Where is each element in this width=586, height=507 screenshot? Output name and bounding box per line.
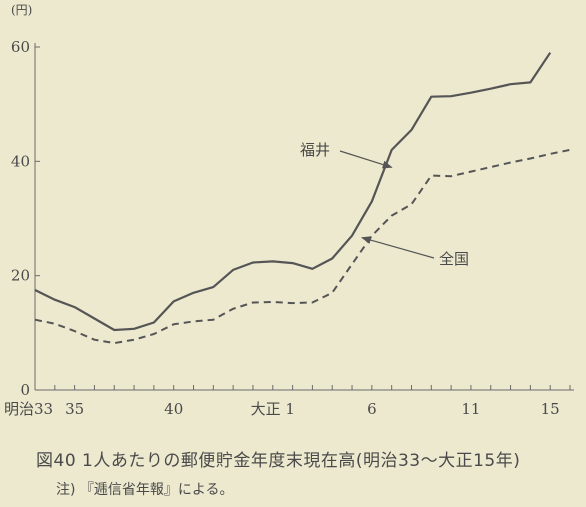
x-tick-label: 15 [541,400,560,418]
series-line-dashed [34,148,571,345]
series-label-zenkoku: 全国 [439,250,469,268]
y-tick-label: 60 [11,38,30,56]
y-unit-label: (円) [11,3,32,17]
figure-caption: 図40 1人あたりの郵便貯金年度末現在高(明治33〜大正15年) [36,451,521,471]
y-tick-label: 40 [11,152,30,170]
source-note: 注) 『逓信省年報』による。 [56,482,234,498]
x-tick-label: 大正 1 [251,400,295,418]
x-tick-label: 6 [367,400,377,418]
series-line-solid [34,52,552,332]
y-tick-label: 0 [20,381,30,399]
y-tick-label: 20 [11,267,30,285]
series-label-fukui: 福井 [300,141,330,159]
x-tick-label: 明治33 [4,400,53,418]
leader-arrow-fukui [339,150,393,169]
x-tick-label: 35 [65,400,84,418]
leader-arrow-zenkoku [361,236,435,259]
x-tick-label: 40 [164,400,183,418]
x-tick-label: 11 [461,400,480,418]
